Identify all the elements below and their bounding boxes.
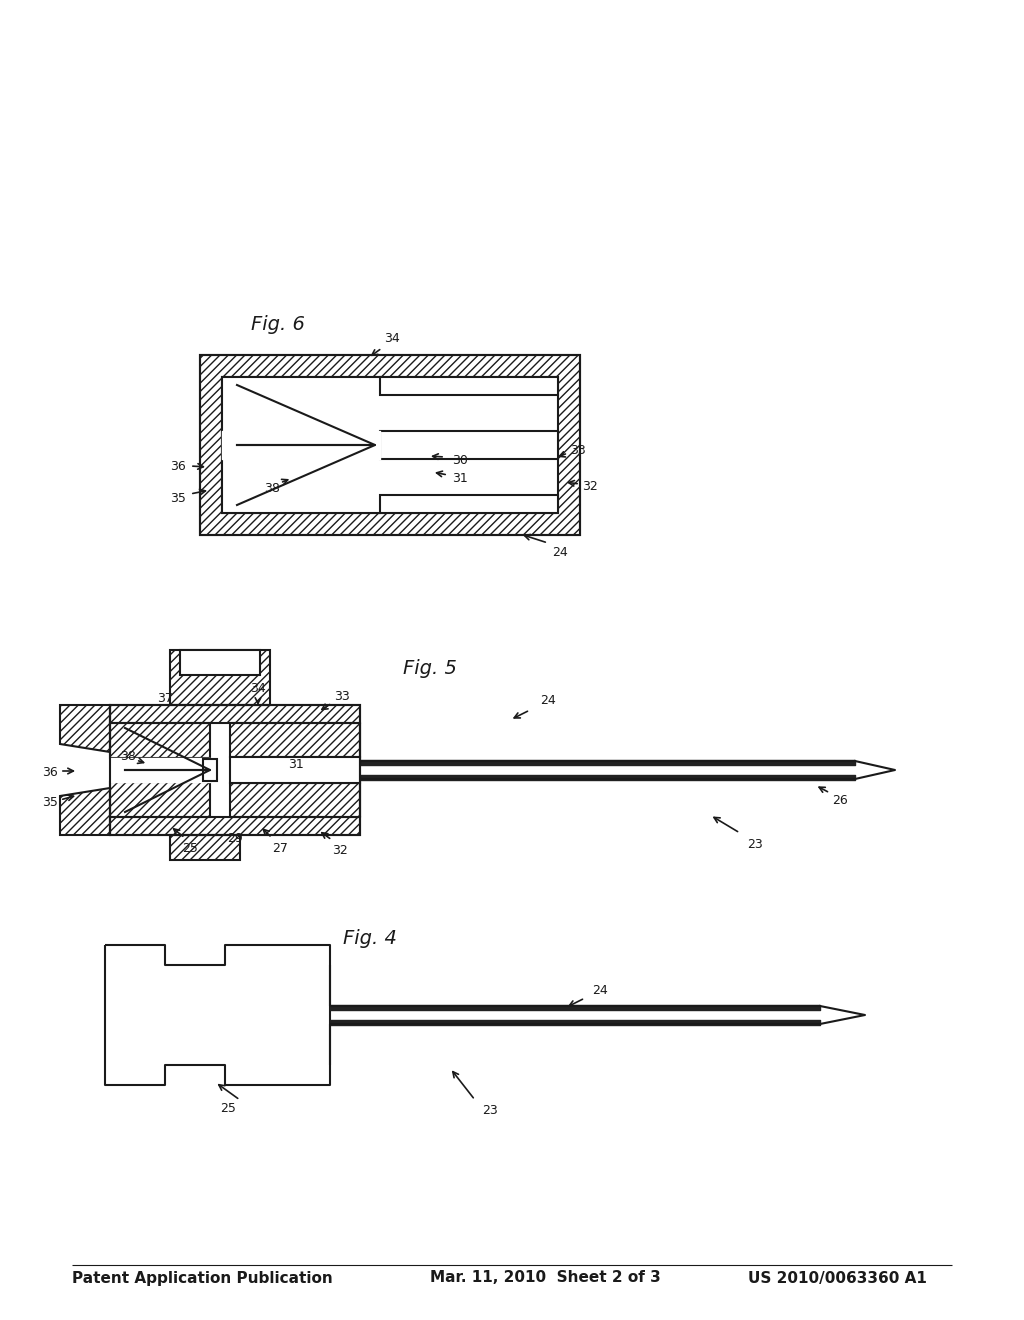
- Text: Fig. 6: Fig. 6: [251, 315, 305, 334]
- Text: 24: 24: [540, 693, 556, 706]
- Bar: [200, 355, 580, 535]
- Text: 29: 29: [227, 832, 243, 845]
- Bar: [170, 836, 240, 861]
- Bar: [180, 649, 260, 675]
- Bar: [203, 759, 217, 781]
- Text: 23: 23: [482, 1104, 498, 1117]
- Text: 33: 33: [570, 444, 586, 457]
- Text: 32: 32: [332, 843, 348, 857]
- Text: 38: 38: [120, 750, 136, 763]
- Text: 38: 38: [264, 482, 280, 495]
- Text: 36: 36: [170, 459, 186, 473]
- Text: 31: 31: [288, 759, 304, 771]
- Text: Mar. 11, 2010  Sheet 2 of 3: Mar. 11, 2010 Sheet 2 of 3: [430, 1270, 660, 1286]
- Bar: [222, 378, 380, 513]
- Bar: [230, 723, 360, 756]
- Bar: [110, 817, 360, 836]
- Text: 36: 36: [42, 767, 58, 780]
- Bar: [380, 495, 558, 513]
- Text: 33: 33: [334, 689, 350, 702]
- Bar: [110, 705, 360, 836]
- Bar: [200, 355, 580, 535]
- Text: 27: 27: [272, 842, 288, 854]
- Text: Fig. 5: Fig. 5: [403, 659, 457, 677]
- Text: US 2010/0063360 A1: US 2010/0063360 A1: [748, 1270, 927, 1286]
- Bar: [170, 649, 270, 705]
- Text: 34: 34: [384, 331, 400, 345]
- Text: 25: 25: [220, 1101, 236, 1114]
- Text: 30: 30: [452, 454, 468, 466]
- Bar: [110, 705, 360, 723]
- Text: 35: 35: [170, 491, 186, 504]
- Text: 25: 25: [182, 842, 198, 854]
- Bar: [222, 378, 380, 513]
- Bar: [230, 783, 360, 817]
- Bar: [170, 649, 270, 705]
- Bar: [380, 432, 558, 459]
- Text: 35: 35: [42, 796, 58, 808]
- Text: Patent Application Publication: Patent Application Publication: [72, 1270, 333, 1286]
- Text: 37: 37: [157, 692, 173, 705]
- Bar: [380, 378, 558, 395]
- Bar: [230, 783, 360, 817]
- Bar: [110, 705, 360, 723]
- Text: 34: 34: [250, 681, 266, 694]
- Text: 32: 32: [582, 479, 598, 492]
- Text: 24: 24: [592, 983, 608, 997]
- Bar: [110, 817, 360, 836]
- Text: 26: 26: [833, 793, 848, 807]
- Text: Fig. 4: Fig. 4: [343, 928, 397, 948]
- Text: 23: 23: [748, 838, 763, 851]
- Text: 31: 31: [453, 473, 468, 486]
- Bar: [222, 378, 558, 513]
- Bar: [200, 355, 580, 535]
- Text: 24: 24: [552, 545, 568, 558]
- Bar: [230, 723, 360, 756]
- Bar: [170, 836, 240, 861]
- Bar: [230, 756, 360, 783]
